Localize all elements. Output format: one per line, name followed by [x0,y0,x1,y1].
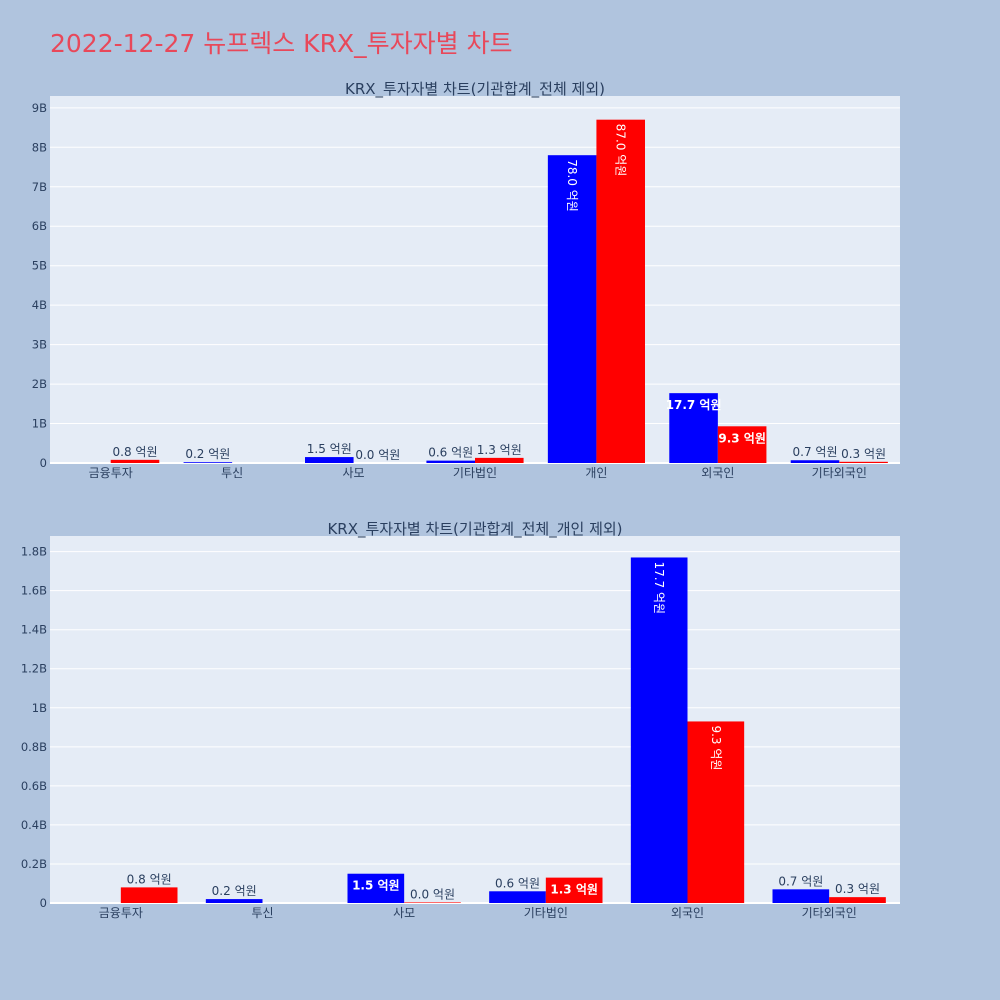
data-label: 9.3 억원 [718,431,766,445]
data-label: 1.3 억원 [477,443,522,457]
x-tick-label: 기타외국인 [812,466,867,480]
x-tick-label: 사모 [393,906,415,920]
x-tick-label: 외국인 [701,466,734,480]
y-tick-label: 7B [32,180,47,194]
y-tick-label: 0 [40,456,47,470]
y-tick-label: 1.8B [21,545,47,559]
plot-area [50,96,900,463]
data-label: 0.7 억원 [793,445,838,459]
x-tick-label: 금융투자 [89,466,133,480]
bar [596,119,645,463]
data-label: 0.6 억원 [495,876,540,890]
bar [829,897,886,903]
bar [545,877,603,903]
x-tick-label: 기타법인 [524,906,568,920]
bar [839,461,888,463]
bar [790,460,840,463]
bar [404,902,461,903]
y-tick-label: 1.6B [21,584,47,598]
y-tick-label: 0.2B [21,857,47,871]
plot-area [50,536,900,903]
bar [687,721,745,903]
x-tick-label: 사모 [343,466,365,480]
y-tick-label: 0.4B [21,818,47,832]
bar [426,460,475,463]
y-tick-label: 3B [32,338,47,352]
chart-top: 0 1B 2B 3B 4B 5B 6B 7B 8B 9B KRX_투자자별 차트(기관합계_전체 제… [32,80,900,480]
chart-title: KRX_투자자별 차트(기관합계_전체 제외) [345,80,605,99]
data-label: 0.2 억원 [212,884,257,898]
y-tick-label: 0.6B [21,779,47,793]
y-tick-label: 5B [32,259,47,273]
bar [489,891,546,903]
data-label: 1.3 억원 [550,883,598,897]
data-label: 0.0 억원 [355,448,400,462]
y-tick-label: 0.8B [21,740,47,754]
y-tick-label: 1.2B [21,662,47,676]
x-tick-label: 개인 [585,466,607,480]
bar [669,393,718,463]
y-tick-label: 4B [32,298,47,312]
data-label: 1.5 억원 [352,879,400,893]
data-label: 0.2 억원 [185,447,230,461]
data-label: 0.8 억원 [127,872,172,886]
data-label: 0.8 억원 [113,445,158,459]
bar [183,462,233,463]
bar [120,887,178,903]
chart-title: KRX_투자자별 차트(기관합계_전체_개인 제외) [327,520,622,539]
data-label: 17.7 억원 [652,561,666,614]
y-tick-label: 1B [32,701,47,715]
data-label: 0.3 억원 [841,447,886,461]
x-tick-label: 외국인 [671,906,704,920]
bar [205,899,263,903]
data-label: 9.3 억원 [709,725,723,770]
bar [305,457,354,463]
data-label: 0.3 억원 [835,882,880,896]
bar [475,457,524,463]
bar [547,155,597,463]
data-label: 0.0 억원 [410,887,455,901]
data-label: 0.6 억원 [428,446,473,460]
x-tick-label: 기타법인 [453,466,497,480]
x-tick-label: 기타외국인 [802,906,857,920]
x-tick-label: 투신 [221,466,243,480]
y-tick-label: 9B [32,101,47,115]
bar [717,426,767,463]
y-tick-label: 1B [32,417,47,431]
y-tick-label: 1.4B [21,623,47,637]
bar [630,557,688,903]
bar [347,873,405,903]
data-label: 1.5 억원 [307,442,352,456]
y-tick-label: 8B [32,140,47,154]
x-tick-label: 투신 [251,906,273,920]
data-label: 87.0 억원 [614,124,628,177]
data-label: 17.7 억원 [666,398,722,412]
data-label: 0.7 억원 [778,874,823,888]
bar [772,889,830,903]
y-tick-label: 0 [40,896,47,910]
y-tick-label: 2B [32,377,47,391]
bar [110,459,160,463]
data-label: 78.0 억원 [565,159,579,212]
x-tick-label: 금융투자 [99,906,143,920]
chart-bottom: 0 0.2B 0.4B 0.6B 0.8B 1B 1.2B 1.4B 1.6B 1.8B KRX_투… [21,520,900,920]
y-tick-label: 6B [32,219,47,233]
page-title: 2022-12-27 뉴프렉스 KRX_투자자별 차트 [50,29,513,58]
